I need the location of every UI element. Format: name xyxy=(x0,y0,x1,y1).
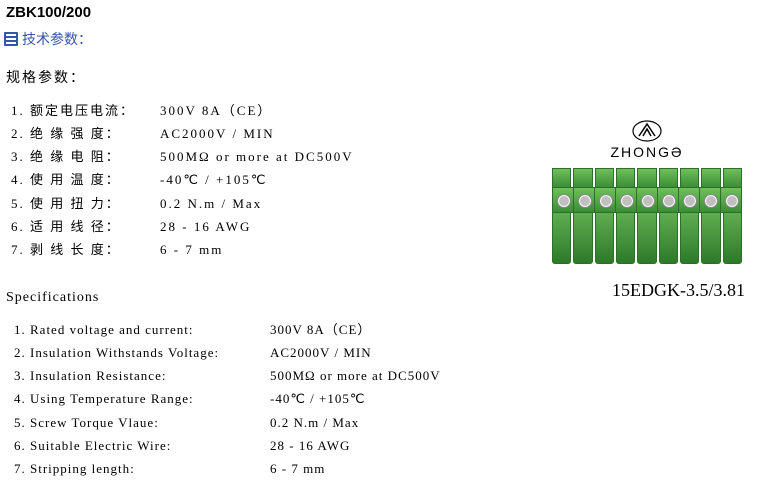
connector-tooth xyxy=(637,213,656,264)
connector-tooth xyxy=(595,213,614,264)
connector-screw xyxy=(595,188,616,212)
spec-label: Using Temperature Range: xyxy=(30,389,270,409)
spec-row: Stripping length:6 - 7 mm xyxy=(30,459,757,479)
connector-tooth xyxy=(680,213,699,264)
connector-pin xyxy=(616,168,635,187)
connector-pin xyxy=(659,168,678,187)
spec-label: 使 用 温 度： xyxy=(30,170,160,190)
connector-tooth xyxy=(701,213,720,264)
spec-value: AC2000V / MIN xyxy=(160,126,275,141)
connector-tooth xyxy=(552,213,571,264)
spec-label: 绝 缘 电 阻： xyxy=(30,147,160,167)
connector-graphic xyxy=(552,168,742,264)
spec-label: Screw Torque Vlaue: xyxy=(30,413,270,433)
connector-pin xyxy=(637,168,656,187)
connector-pin xyxy=(723,168,742,187)
spec-label: 剥 线 长 度： xyxy=(30,240,160,260)
product-illustration: ZHONGƏ 15EDGK-3.5/3.81 xyxy=(547,120,747,301)
spec-label: Suitable Electric Wire: xyxy=(30,436,270,456)
spec-label: Stripping length: xyxy=(30,459,270,479)
spec-label: Insulation Resistance: xyxy=(30,366,270,386)
spec-row: 额定电压电流：300V 8A（CE） xyxy=(30,101,757,121)
spec-label: 绝 缘 强 度： xyxy=(30,124,160,144)
spec-row: Insulation Withstands Voltage:AC2000V / … xyxy=(30,343,757,363)
connector-screw xyxy=(658,188,679,212)
page-title: ZBK100/200 xyxy=(0,0,757,21)
params-header-text: 技术参数： xyxy=(22,29,92,49)
connector-tooth xyxy=(573,213,592,264)
connector-pin xyxy=(595,168,614,187)
spec-row: Rated voltage and current:300V 8A（CE） xyxy=(30,320,757,340)
connector-pin xyxy=(701,168,720,187)
product-model-label: 15EDGK-3.5/3.81 xyxy=(547,280,747,301)
spec-label: 使 用 扭 力： xyxy=(30,194,160,214)
connector-tooth xyxy=(616,213,635,264)
spec-value: AC2000V / MIN xyxy=(270,345,372,360)
spec-value: 6 - 7 mm xyxy=(160,242,223,257)
connector-screw xyxy=(721,188,741,212)
connector-screw xyxy=(700,188,721,212)
spec-label: Rated voltage and current: xyxy=(30,320,270,340)
brand-logo-icon xyxy=(547,120,747,142)
spec-label: 额定电压电流： xyxy=(30,101,160,121)
brand-name: ZHONGƏ xyxy=(547,144,747,160)
spec-row: Insulation Resistance:500MΩ or more at D… xyxy=(30,366,757,386)
spec-value: 500MΩ or more at DC500V xyxy=(270,368,441,383)
spec-row: Suitable Electric Wire:28 - 16 AWG xyxy=(30,436,757,456)
spec-row: Screw Torque Vlaue:0.2 N.m / Max xyxy=(30,413,757,433)
spec-value: 28 - 16 AWG xyxy=(270,438,350,453)
spec-value: -40℃ / +105℃ xyxy=(160,172,267,187)
params-header: 技术参数： xyxy=(4,29,757,49)
connector-pin xyxy=(552,168,571,187)
connector-pin xyxy=(573,168,592,187)
connector-screw xyxy=(574,188,595,212)
connector-screw xyxy=(553,188,574,212)
spec-row: Using Temperature Range:-40℃ / +105℃ xyxy=(30,389,757,409)
spec-label: Insulation Withstands Voltage: xyxy=(30,343,270,363)
spec-value: 0.2 N.m / Max xyxy=(270,415,359,430)
spec-value: 28 - 16 AWG xyxy=(160,219,251,234)
connector-screw xyxy=(616,188,637,212)
menu-icon xyxy=(4,32,18,46)
connector-screw xyxy=(679,188,700,212)
section-heading-cn: 规格参数： xyxy=(6,67,757,87)
spec-label: 适 用 线 径： xyxy=(30,217,160,237)
connector-tooth xyxy=(723,213,742,264)
connector-tooth xyxy=(659,213,678,264)
spec-value: 300V 8A（CE） xyxy=(270,322,371,337)
connector-pin xyxy=(680,168,699,187)
spec-value: 500MΩ or more at DC500V xyxy=(160,149,354,164)
spec-value: 0.2 N.m / Max xyxy=(160,196,262,211)
spec-value: -40℃ / +105℃ xyxy=(270,391,365,406)
spec-value: 6 - 7 mm xyxy=(270,461,325,476)
connector-screw xyxy=(637,188,658,212)
spec-list-en: Rated voltage and current:300V 8A（CE）Ins… xyxy=(30,320,757,479)
spec-value: 300V 8A（CE） xyxy=(160,103,272,118)
